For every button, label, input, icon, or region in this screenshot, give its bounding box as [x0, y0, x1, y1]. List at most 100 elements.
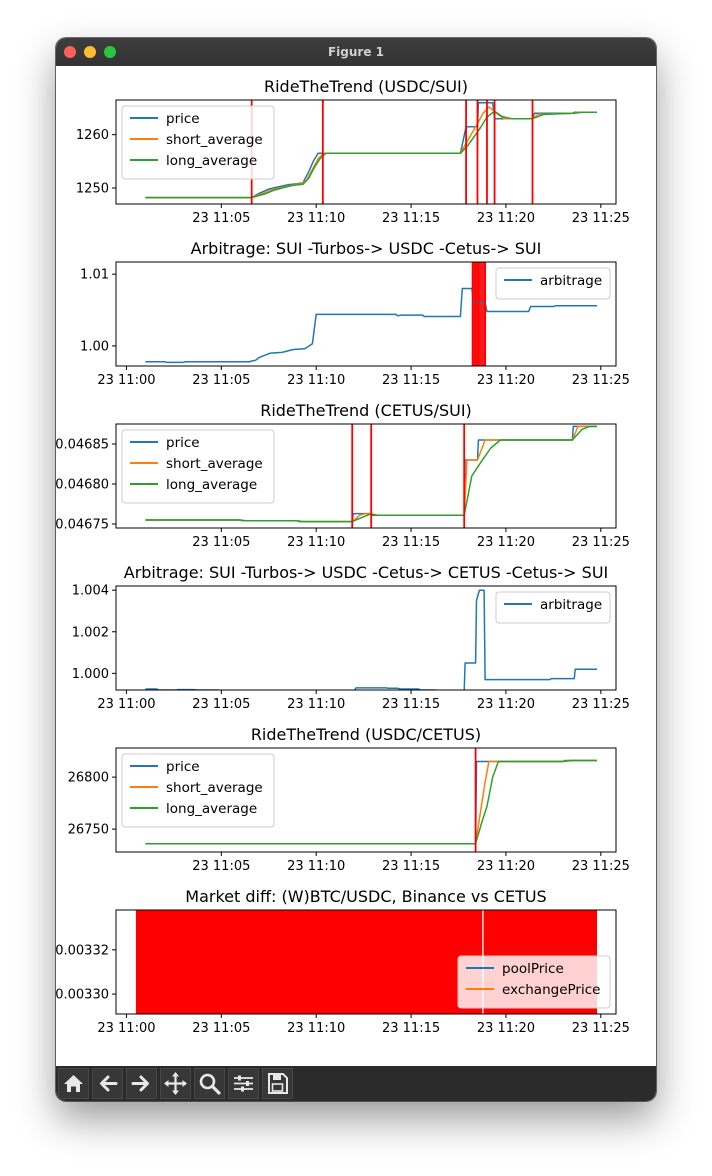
x-tick-label: 23 11:05	[192, 535, 250, 550]
y-tick-label: 26800	[68, 771, 109, 786]
window-title: Figure 1	[327, 45, 385, 59]
x-tick-label: 23 11:25	[572, 211, 630, 226]
series-line-long_average	[145, 759, 597, 845]
subplot-3: RideTheTrend (CETUS/SUI) 23 11:05 23 11:10…	[56, 401, 630, 550]
minimize-window-button[interactable]	[84, 46, 96, 58]
x-tick-label: 23 11:15	[382, 211, 440, 226]
x-tick-label: 23 11:10	[287, 373, 345, 388]
x-tick-label: 23 11:10	[287, 211, 345, 226]
x-tick-label: 23 11:05	[192, 697, 250, 712]
legend: price short_average long_average	[121, 753, 275, 828]
subplot-4: Arbitrage: SUI -Turbos-> USDC -Cetus-> C…	[72, 563, 630, 712]
zoom-button[interactable]	[194, 1068, 225, 1099]
x-tick-label: 23 11:15	[382, 373, 440, 388]
legend-label: long_average	[166, 477, 257, 493]
back-icon	[100, 1075, 118, 1092]
legend-label: arbitrage	[540, 273, 602, 289]
x-tick-label: 23 11:15	[382, 1021, 440, 1036]
legend-box	[121, 105, 275, 180]
x-tick-label: 23 11:15	[382, 859, 440, 874]
legend: price short_average long_average	[121, 105, 275, 180]
navigation-toolbar	[56, 1066, 656, 1101]
x-tick-label: 23 11:25	[572, 535, 630, 550]
x-tick-label: 23 11:25	[572, 373, 630, 388]
plot-area	[145, 748, 597, 852]
legend-box	[495, 267, 611, 300]
y-tick-label: 26750	[68, 823, 109, 838]
zoom-icon	[199, 1073, 221, 1095]
y-tick-label: 1260	[76, 128, 109, 143]
pan-button[interactable]	[160, 1068, 191, 1099]
series-line-long_average	[145, 425, 597, 523]
legend-box	[457, 955, 611, 1009]
subplot-2: Arbitrage: SUI -Turbos-> USDC -Cetus-> S…	[80, 239, 630, 388]
x-tick-label: 23 11:15	[382, 697, 440, 712]
y-tick-label: 0.00332	[56, 943, 109, 958]
x-tick-label: 23 11:10	[287, 1021, 345, 1036]
axes-frame	[115, 423, 617, 529]
configure-icon	[234, 1075, 253, 1092]
x-tick-label: 23 11:20	[477, 373, 535, 388]
subplot-1: RideTheTrend (USDC/SUI) 23 11:05 23 11:10 2…	[76, 77, 630, 226]
figure-svg: RideTheTrend (USDC/SUI) 23 11:05 23 11:10 2…	[56, 77, 630, 1036]
axes-frame	[115, 99, 617, 205]
y-tick-label: 1.002	[72, 625, 109, 640]
x-tick-label: 23 11:20	[477, 535, 535, 550]
configure-subplots-button[interactable]	[228, 1068, 259, 1099]
home-button[interactable]	[58, 1068, 89, 1099]
figure-canvas[interactable]: RideTheTrend (USDC/SUI) 23 11:05 23 11:10 2…	[56, 66, 656, 1066]
save-button[interactable]	[262, 1068, 293, 1099]
legend-label: short_average	[166, 132, 263, 148]
signal-fill	[135, 910, 483, 1014]
legend-label: short_average	[166, 780, 263, 796]
legend-label: price	[166, 435, 200, 451]
x-tick-label: 23 11:00	[97, 373, 155, 388]
title-bar[interactable]: Figure 1	[56, 38, 656, 67]
forward-icon	[131, 1075, 149, 1092]
chart-title: RideTheTrend (USDC/CETUS)	[251, 725, 481, 744]
x-tick-label: 23 11:05	[192, 211, 250, 226]
axes-frame	[115, 261, 617, 367]
legend-label: long_average	[166, 801, 257, 817]
x-tick-label: 23 11:15	[382, 535, 440, 550]
chart-title: RideTheTrend (USDC/SUI)	[264, 77, 468, 96]
legend-box	[495, 591, 611, 624]
y-tick-label: 1250	[76, 182, 109, 197]
y-tick-label: 1.004	[72, 584, 109, 599]
x-tick-label: 23 11:20	[477, 211, 535, 226]
back-button[interactable]	[92, 1068, 123, 1099]
x-tick-label: 23 11:25	[572, 1021, 630, 1036]
y-tick-label: 0.04685	[56, 438, 109, 453]
x-tick-label: 23 11:00	[97, 1021, 155, 1036]
pan-icon	[164, 1072, 187, 1095]
y-tick-label: 1.00	[80, 339, 109, 354]
legend-label: price	[166, 111, 200, 127]
maximize-window-button[interactable]	[104, 46, 116, 58]
close-window-button[interactable]	[64, 46, 76, 58]
x-tick-label: 23 11:10	[287, 697, 345, 712]
plot-area	[145, 424, 597, 528]
figure-window: Figure 1 RideTheTrend (USDC/SUI) 23 11:05…	[56, 38, 656, 1101]
axes-frame	[115, 747, 617, 853]
axes-frame	[115, 909, 617, 1015]
x-tick-label: 23 11:05	[192, 859, 250, 874]
legend-label: arbitrage	[540, 597, 602, 613]
legend: price short_average long_average	[121, 429, 275, 504]
series-line-long_average	[145, 110, 597, 199]
chart-title: Arbitrage: SUI -Turbos-> USDC -Cetus-> C…	[124, 563, 609, 582]
legend-label: long_average	[166, 153, 257, 169]
series-line-arbitrage	[145, 287, 597, 364]
home-icon	[64, 1075, 83, 1092]
subplot-6: Market diff: (W)BTC/USDC, Binance vs CET…	[56, 887, 630, 1036]
legend: arbitrage	[495, 267, 611, 300]
y-tick-label: 0.04680	[56, 478, 109, 493]
x-tick-label: 23 11:05	[192, 373, 250, 388]
x-tick-label: 23 11:10	[287, 535, 345, 550]
x-tick-label: 23 11:20	[477, 1021, 535, 1036]
chart-title: Market diff: (W)BTC/USDC, Binance vs CET…	[185, 887, 546, 906]
x-tick-label: 23 11:10	[287, 859, 345, 874]
forward-button[interactable]	[126, 1068, 157, 1099]
plot-area	[145, 100, 597, 204]
save-icon	[268, 1073, 288, 1094]
chart-title: RideTheTrend (CETUS/SUI)	[260, 401, 472, 420]
